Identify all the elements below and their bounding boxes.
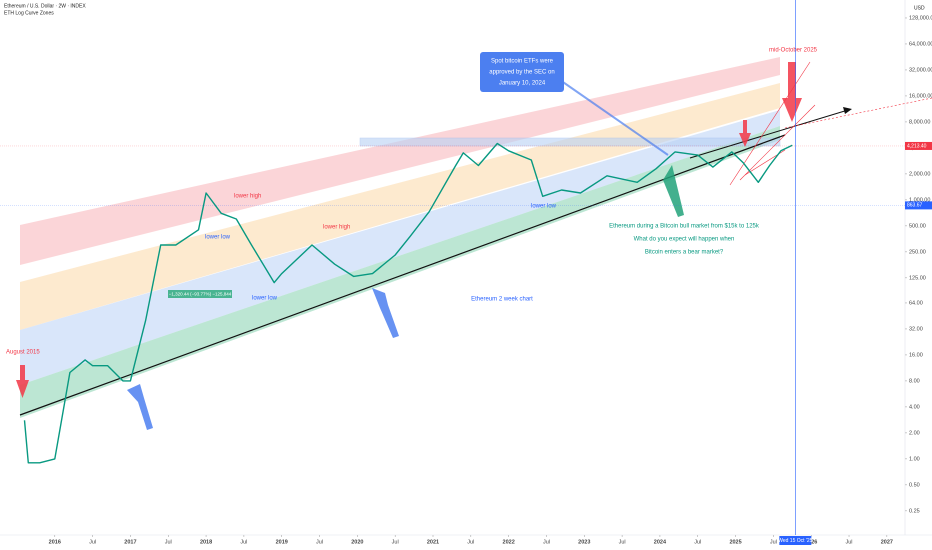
y-tick-label: 128,000.00 [909, 15, 932, 21]
y-tick-label: 32,000.00 [909, 67, 932, 73]
y-tick-label: 0.50 [909, 482, 920, 488]
x-tick-label: Jul [165, 539, 172, 545]
price-tag-label: 4,213.40 [907, 143, 927, 149]
red-line [739, 104, 816, 181]
x-tick-label: 2025 [729, 539, 741, 545]
projection-line [784, 97, 932, 129]
y-tick-label: 64,000.00 [909, 41, 932, 47]
x-tick-label: 2022 [503, 539, 515, 545]
x-tick-label: Jul [316, 539, 323, 545]
blue-zone [20, 110, 780, 385]
y-tick-label: 2,000.00 [909, 171, 930, 177]
price-tag [905, 141, 932, 150]
green-arrow [663, 165, 684, 217]
trend-arrow [689, 109, 849, 159]
annotation: lower low [252, 296, 278, 302]
callout-pointer [559, 79, 669, 156]
red-arrow [16, 365, 29, 398]
price-tag [905, 201, 932, 210]
price-tag-label: 863.67 [907, 203, 923, 209]
blue-arrow [372, 288, 399, 338]
blue-arrow [127, 384, 153, 430]
x-tick-label: 2024 [654, 539, 667, 545]
support-line [19, 134, 786, 416]
red-arrow [782, 62, 802, 122]
x-tick-label: 2019 [276, 539, 288, 545]
x-tick-label: 2018 [200, 539, 212, 545]
x-tick-label: Jul [846, 539, 853, 545]
callout-line: approved by the SEC on [489, 70, 554, 76]
x-tick-label: Jul [619, 539, 626, 545]
annotation: lower low [531, 204, 557, 210]
resistance-band [359, 137, 781, 147]
x-tick-label: 2017 [124, 539, 136, 545]
y-tick-label: 1.00 [909, 456, 920, 462]
y-tick-label: 4.00 [909, 404, 920, 410]
chart-subtitle: ETH Log Curve Zones [4, 10, 54, 16]
red-line [729, 61, 811, 186]
cursor-tag [779, 536, 812, 545]
annotation: Ethereum during a Bitcoin bull market fr… [609, 224, 760, 230]
x-tick-label: Jul [89, 539, 96, 545]
annotation: lower high [323, 225, 350, 231]
chart-title: Ethereum / U.S. Dollar · 2W · INDEX [4, 3, 86, 9]
x-tick-label: Jul [543, 539, 550, 545]
red-zone [20, 57, 780, 265]
currency: USD [914, 5, 925, 11]
annotation: lower low [205, 235, 231, 241]
x-tick-label: Jul [392, 539, 399, 545]
x-tick-label: 2021 [427, 539, 439, 545]
price-line [23, 142, 793, 464]
x-tick-label: 2016 [49, 539, 61, 545]
y-tick-label: 16,000.00 [909, 93, 932, 99]
x-tick-label: Jul [467, 539, 474, 545]
etf-callout [480, 52, 564, 92]
red-arrow [739, 120, 751, 147]
annotation: mid-October 2025 [769, 48, 818, 54]
y-tick-label: 250.00 [909, 249, 926, 255]
callout-line: January 10, 2024 [499, 81, 546, 87]
annotation: August 2015 [6, 350, 40, 356]
x-tick-label: Jul [770, 539, 777, 545]
x-tick-label: 2020 [351, 539, 363, 545]
measure-box [168, 290, 232, 298]
y-tick-label: 64.00 [909, 300, 923, 306]
y-tick-label: 1,000.00 [909, 197, 930, 203]
y-tick-label: 0.25 [909, 508, 920, 514]
y-tick-label: 32.00 [909, 326, 923, 332]
y-tick-label: 2.00 [909, 430, 920, 436]
y-tick-label: 16.00 [909, 352, 923, 358]
x-tick-label: Jul [240, 539, 247, 545]
annotation: Bitcoin enters a bear market? [645, 250, 724, 256]
x-tick-label: Jul [694, 539, 701, 545]
x-tick-label: 2023 [578, 539, 590, 545]
measure-label: −1,320.44 (−93.77%) −125,844 [169, 292, 232, 297]
x-tick-label: 2027 [881, 539, 893, 545]
annotation: Ethereum 2 week chart [471, 297, 533, 303]
annotation: What do you expect will happen when [634, 237, 735, 243]
arrowhead [843, 107, 852, 114]
y-tick-label: 8.00 [909, 378, 920, 384]
cursor-label: Wed 15 Oct '25 [778, 538, 812, 544]
y-tick-label: 125.00 [909, 275, 926, 281]
annotation: lower high [234, 194, 261, 200]
callout-line: Spot bitcoin ETFs were [491, 59, 554, 65]
y-tick-label: 500.00 [909, 223, 926, 229]
y-tick-label: 8,000.00 [909, 119, 930, 125]
